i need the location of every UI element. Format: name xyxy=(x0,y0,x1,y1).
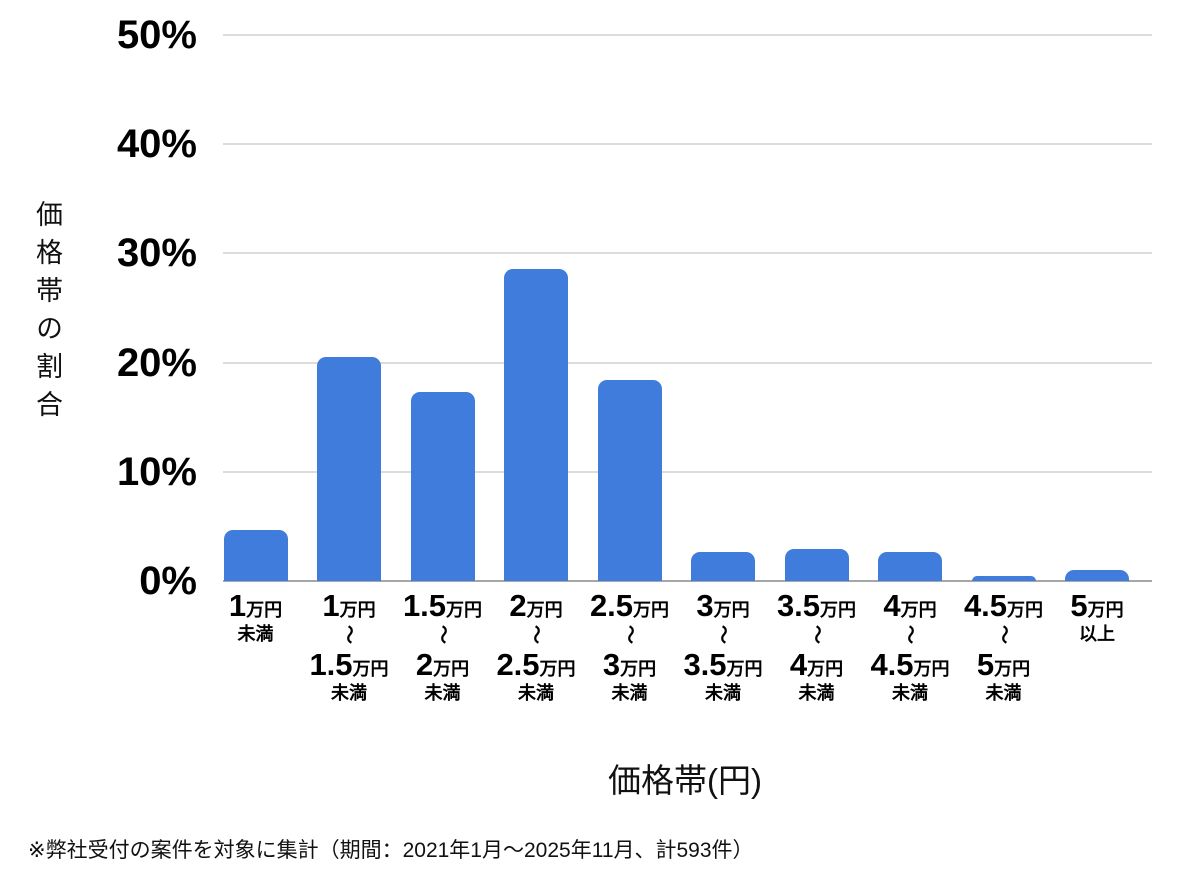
y-tick-label: 10% xyxy=(116,449,197,494)
x-category-label: 5万円 以上 xyxy=(1070,588,1124,644)
y-tick-label: 40% xyxy=(116,122,197,167)
bar-1.5万円〜2万円未満 xyxy=(410,392,475,581)
bar-1万円未満 xyxy=(223,529,288,581)
gridline xyxy=(223,143,1152,146)
x-axis-title: 価格帯(円) xyxy=(608,762,762,799)
x-category-label: 3.5万円〜 4万円 未満 xyxy=(776,588,857,703)
plot-area xyxy=(223,34,1152,582)
bar-1万円〜1.5万円未満 xyxy=(317,357,381,581)
range-tilde: 〜 xyxy=(525,624,547,645)
x-category-label: 2万円〜 2.5万円 未満 xyxy=(496,588,576,703)
gridline xyxy=(223,361,1152,364)
x-category-label: 3万円〜 3.5万円 未満 xyxy=(683,588,763,703)
gridline xyxy=(223,252,1152,255)
x-category-label: 4万円〜 4.5万円 未満 xyxy=(870,588,950,703)
range-tilde: 〜 xyxy=(899,624,921,645)
range-tilde: 〜 xyxy=(805,624,827,645)
bar-4万円〜4.5万円未満 xyxy=(878,551,942,581)
range-tilde: 〜 xyxy=(338,624,360,645)
bar-4.5万円〜5万円未満 xyxy=(971,575,1036,581)
bar-3.5万円〜4万円未満 xyxy=(784,549,849,581)
gridline xyxy=(223,470,1152,473)
y-axis-title: 価格帯の割合 xyxy=(32,200,62,428)
range-tilde: 〜 xyxy=(431,624,453,645)
y-tick-label: 30% xyxy=(116,231,197,276)
bar-2万円〜2.5万円未満 xyxy=(504,268,568,581)
x-category-label: 1万円 未満 xyxy=(228,588,283,644)
y-tick-label: 50% xyxy=(116,13,197,57)
x-category-label: 2.5万円〜 3万円 未満 xyxy=(589,588,670,703)
bar-5万円以上 xyxy=(1065,570,1129,581)
range-tilde: 〜 xyxy=(992,624,1014,645)
y-tick-label: 0% xyxy=(139,559,197,603)
bar-3万円〜3.5万円未満 xyxy=(691,551,755,581)
bar-2.5万円〜3万円未満 xyxy=(597,380,662,581)
range-tilde: 〜 xyxy=(712,624,734,645)
x-axis-baseline xyxy=(223,580,1152,582)
footnote: ※弊社受付の案件を対象に集計（期間：2021年1月～2025年11月、計593件… xyxy=(28,839,754,862)
y-tick-label: 20% xyxy=(116,340,197,385)
gridline xyxy=(223,34,1152,36)
x-category-label: 4.5万円〜 5万円 未満 xyxy=(963,588,1044,703)
x-category-label: 1万円〜 1.5万円 未満 xyxy=(309,588,389,703)
range-tilde: 〜 xyxy=(618,624,640,645)
x-category-label: 1.5万円〜 2万円 未満 xyxy=(402,588,483,703)
